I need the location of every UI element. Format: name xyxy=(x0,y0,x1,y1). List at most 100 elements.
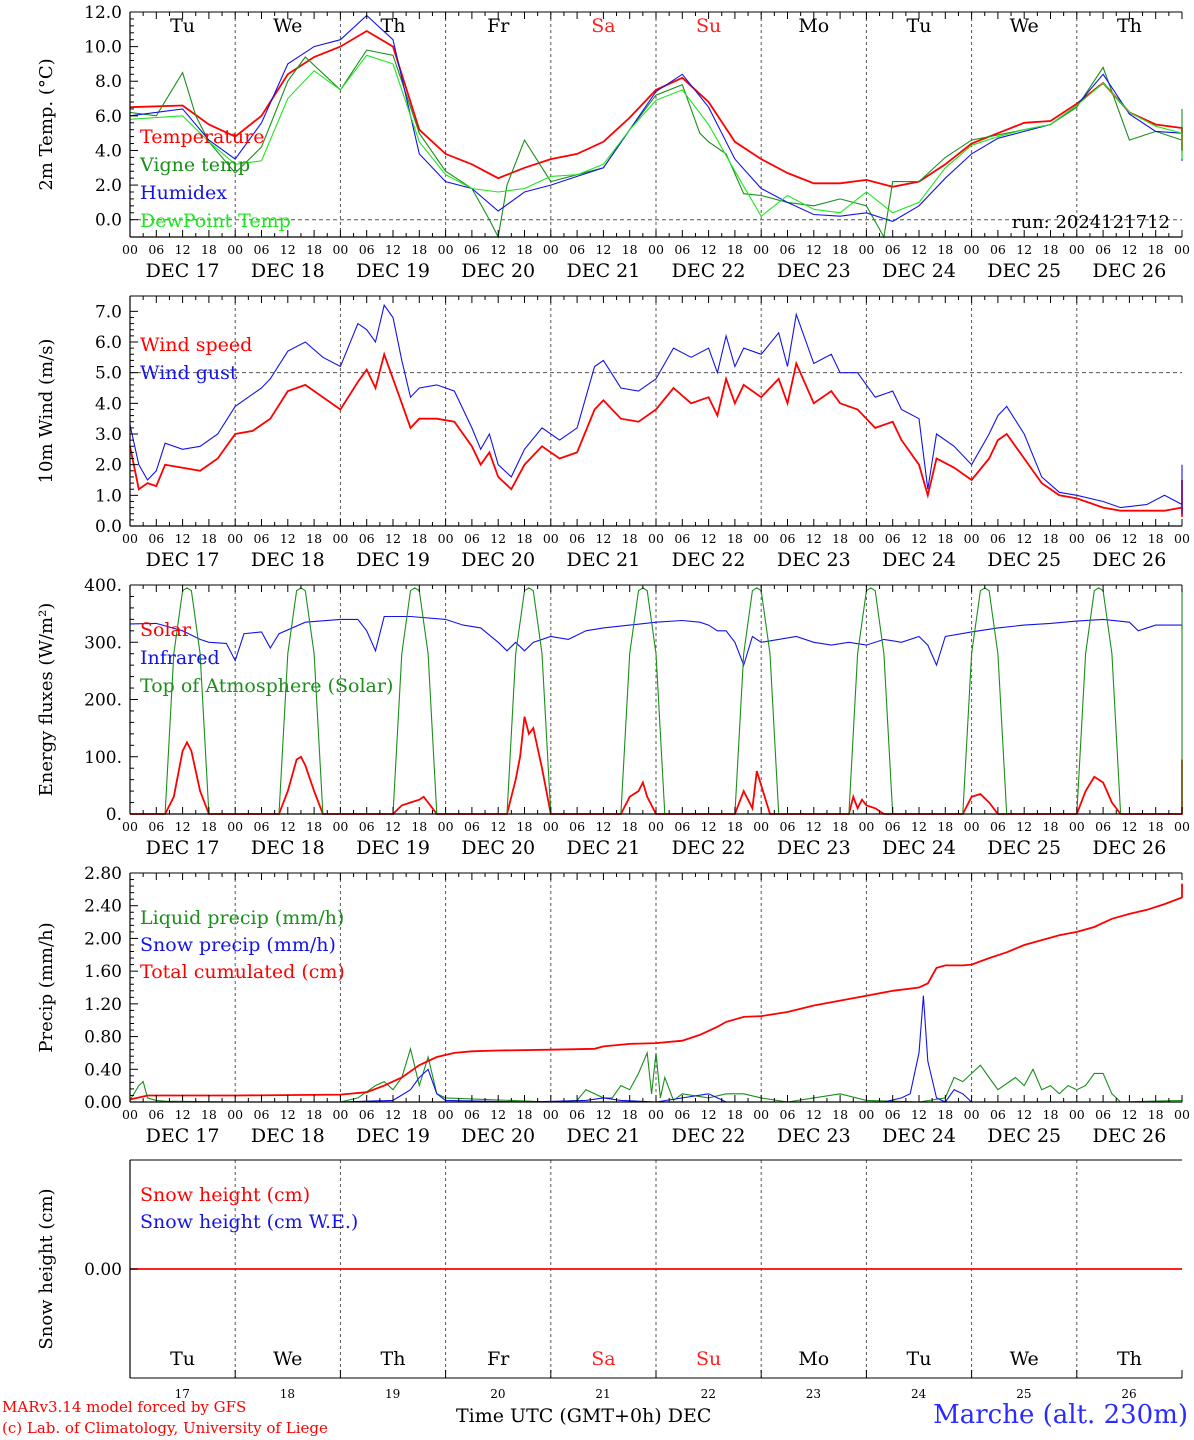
hour-tick-label: 18 xyxy=(727,531,743,546)
hour-tick-label: 00 xyxy=(438,819,454,834)
day-name-label: Tu xyxy=(170,15,195,37)
hour-tick-label: 06 xyxy=(464,531,480,546)
y-tick-label: 300. xyxy=(84,633,122,653)
hour-tick-label: 18 xyxy=(832,242,848,257)
time-axis-title-text: Time UTC (GMT+0h) xyxy=(456,1405,662,1427)
hour-tick-label: 00 xyxy=(964,242,980,257)
hour-tick-label: 06 xyxy=(359,819,375,834)
y-tick-label: 0.40 xyxy=(84,1060,122,1080)
series-line-2-0 xyxy=(130,716,1183,815)
hour-tick-label: 12 xyxy=(701,531,717,546)
hour-tick-label: 12 xyxy=(1121,242,1137,257)
hour-tick-label: 12 xyxy=(490,1107,506,1122)
hour-tick-label: 18 xyxy=(201,1107,217,1122)
legend-entry: Temperature xyxy=(140,126,264,148)
hour-tick-label: 00 xyxy=(648,819,664,834)
hour-tick-label: 12 xyxy=(1121,531,1137,546)
day-number-label: 19 xyxy=(385,1387,400,1401)
y-tick-label: 4.0 xyxy=(95,141,122,161)
day-name-label: We xyxy=(1010,1348,1039,1370)
day-number-label: 24 xyxy=(911,1387,927,1401)
hour-tick-label: 18 xyxy=(1148,819,1164,834)
hour-tick-label: 18 xyxy=(832,1107,848,1122)
hour-tick-label: 06 xyxy=(885,819,901,834)
hour-tick-label: 18 xyxy=(622,531,638,546)
day-number-label: 21 xyxy=(595,1387,610,1401)
date-label: DEC 19 xyxy=(356,260,430,282)
hour-tick-label: 06 xyxy=(359,242,375,257)
y-tick-label: 6.0 xyxy=(95,107,122,127)
hour-tick-label: 12 xyxy=(701,819,717,834)
hour-tick-label: 12 xyxy=(385,1107,401,1122)
hour-tick-label: 18 xyxy=(937,819,953,834)
hour-tick-label: 00 xyxy=(332,242,348,257)
hour-tick-label: 12 xyxy=(595,242,611,257)
y-tick-label: 0.00 xyxy=(84,1093,122,1113)
y-tick-label: 1.20 xyxy=(84,995,122,1015)
legend-entry: Humidex xyxy=(140,182,227,204)
y-tick-label: 2.00 xyxy=(84,929,122,949)
date-label: DEC 24 xyxy=(882,549,956,571)
hour-tick-label: 00 xyxy=(543,531,559,546)
date-label: DEC 19 xyxy=(356,1125,430,1147)
hour-tick-label: 18 xyxy=(727,242,743,257)
hour-tick-label: 06 xyxy=(885,531,901,546)
series-line-0-2 xyxy=(129,14,1183,223)
hour-tick-label: 12 xyxy=(806,242,822,257)
hour-tick-label: 06 xyxy=(1095,531,1111,546)
y-tick-label: 1.60 xyxy=(84,962,122,982)
y-tick-label: 1.0 xyxy=(95,486,122,506)
hour-tick-label: 00 xyxy=(1174,819,1190,834)
hour-tick-label: 00 xyxy=(543,242,559,257)
hour-tick-label: 12 xyxy=(701,1107,717,1122)
hour-tick-label: 06 xyxy=(990,819,1006,834)
legend-entry: Wind speed xyxy=(140,334,252,356)
y-tick-label: 3.0 xyxy=(95,425,122,445)
date-label: DEC 25 xyxy=(987,549,1061,571)
date-label: DEC 24 xyxy=(882,260,956,282)
hour-tick-label: 12 xyxy=(1016,819,1032,834)
hour-tick-label: 12 xyxy=(175,1107,191,1122)
hour-tick-label: 12 xyxy=(280,242,296,257)
hour-tick-label: 00 xyxy=(1174,242,1190,257)
hour-tick-label: 12 xyxy=(385,242,401,257)
lab-credit-line: (c) Lab. of Climatology, University of L… xyxy=(2,1419,328,1437)
hour-tick-label: 00 xyxy=(122,531,138,546)
y-axis-label: 2m Temp. (°C) xyxy=(36,58,57,190)
hour-tick-label: 12 xyxy=(911,531,927,546)
hour-tick-label: 06 xyxy=(674,531,690,546)
hour-tick-label: 18 xyxy=(622,242,638,257)
y-tick-label: 12.0 xyxy=(84,3,122,23)
date-label: DEC 23 xyxy=(777,837,851,859)
date-label: DEC 18 xyxy=(251,837,325,859)
hour-tick-label: 06 xyxy=(885,1107,901,1122)
hour-tick-label: 18 xyxy=(517,1107,533,1122)
date-label: DEC 21 xyxy=(566,549,640,571)
hour-tick-label: 18 xyxy=(306,819,322,834)
hour-tick-label: 00 xyxy=(227,531,243,546)
hour-tick-label: 00 xyxy=(122,819,138,834)
date-label: DEC 17 xyxy=(146,1125,220,1147)
day-name-label: Mo xyxy=(798,1348,829,1370)
hour-tick-label: 12 xyxy=(595,1107,611,1122)
legend-entry: Wind gust xyxy=(140,362,238,384)
hour-tick-label: 06 xyxy=(254,242,270,257)
y-tick-label: 0.80 xyxy=(84,1028,122,1048)
date-label: DEC 26 xyxy=(1092,837,1166,859)
hour-tick-label: 12 xyxy=(911,819,927,834)
date-label: DEC 20 xyxy=(461,837,535,859)
hour-tick-label: 06 xyxy=(254,531,270,546)
hour-tick-label: 06 xyxy=(674,242,690,257)
hour-tick-label: 06 xyxy=(780,819,796,834)
day-number-label: 18 xyxy=(280,1387,295,1401)
hour-tick-label: 12 xyxy=(911,242,927,257)
y-tick-label: 200. xyxy=(84,691,122,711)
hour-tick-label: 18 xyxy=(411,819,427,834)
day-number-label: 17 xyxy=(175,1387,190,1401)
hour-tick-label: 00 xyxy=(1069,242,1085,257)
hour-tick-label: 06 xyxy=(569,531,585,546)
date-label: DEC 20 xyxy=(461,260,535,282)
hour-tick-label: 06 xyxy=(254,1107,270,1122)
y-tick-label: 7.0 xyxy=(95,302,122,322)
hour-tick-label: 12 xyxy=(595,531,611,546)
